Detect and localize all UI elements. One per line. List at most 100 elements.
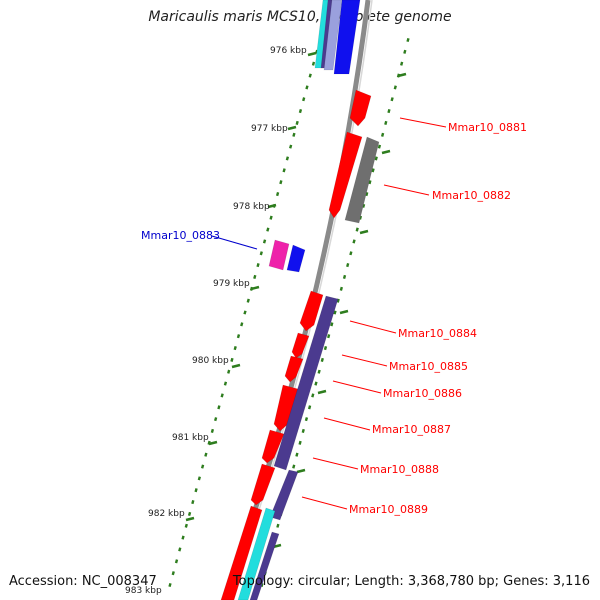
outer-tick-dot xyxy=(307,405,312,410)
inner-tick-dot xyxy=(191,500,195,505)
cds-mmar10-0881 xyxy=(349,89,372,127)
inner-tick-dot xyxy=(168,582,172,588)
outer-tick-dot xyxy=(320,357,324,362)
cds-red-bottom xyxy=(220,505,263,600)
scale-tick xyxy=(208,440,218,446)
inner-tick-dot xyxy=(305,85,309,90)
cds-features xyxy=(220,0,380,600)
outer-tick-dot xyxy=(314,381,318,386)
inner-tick-dot xyxy=(184,523,188,528)
map-title: Maricaulis maris MCS10, complete genome xyxy=(148,9,452,25)
outer-tick-dot xyxy=(393,85,397,90)
outer-tick-dot xyxy=(374,156,378,161)
label-leader-lines xyxy=(211,117,447,510)
inner-tick-dot xyxy=(253,274,257,280)
inner-tick-dot xyxy=(227,369,231,374)
gene-label: Mmar10_0885 xyxy=(389,360,468,373)
outer-tick-dot xyxy=(390,97,394,102)
outer-tick-dot xyxy=(304,417,309,422)
scale-label: 983 kbp xyxy=(125,586,162,596)
accession-text: Accession: NC_008347 xyxy=(9,574,157,589)
outer-tick-dot xyxy=(323,345,328,351)
gene-label: Mmar10_0889 xyxy=(349,503,428,516)
inner-tick-dot xyxy=(223,381,228,386)
scale-label: 977 kbp xyxy=(251,124,288,134)
scale-ticks xyxy=(185,51,407,549)
outer-tick-dot xyxy=(355,227,359,232)
inner-tick-dot xyxy=(243,310,247,315)
outer-tick-dot xyxy=(339,286,343,291)
inner-tick-dot xyxy=(194,488,198,493)
scale-tick xyxy=(307,51,317,57)
scale-tick xyxy=(339,309,349,315)
label-leader-line xyxy=(399,117,447,128)
label-leader-line xyxy=(349,320,397,334)
gene-label: Mmar10_0886 xyxy=(383,387,462,400)
gene-label: Mmar10_0884 xyxy=(398,327,477,340)
cds-purple-track-low xyxy=(269,469,299,521)
scale-tick xyxy=(296,468,306,474)
inner-tick-dot xyxy=(279,180,283,185)
outer-tick-dot xyxy=(406,37,410,43)
outer-tick-dot xyxy=(301,428,305,434)
inner-tick-dot xyxy=(269,215,273,220)
label-leader-line xyxy=(383,184,430,196)
inner-tick-dot xyxy=(295,120,299,125)
gene-label: Mmar10_0881 xyxy=(448,121,527,134)
outer-tick-dot xyxy=(295,452,299,457)
inner-tick-dot xyxy=(246,298,250,303)
scale-tick xyxy=(185,516,195,522)
outer-tick-dot xyxy=(400,61,404,66)
inner-tick-dot xyxy=(236,334,241,339)
cds-mmar10-0886 xyxy=(284,355,304,383)
label-leader-line xyxy=(211,235,258,250)
cds-mmar10-0884 xyxy=(299,290,324,332)
cds-mmar10-0883-blue xyxy=(286,244,306,273)
inner-tick-dot xyxy=(171,571,175,576)
outer-tick-dot xyxy=(349,251,353,256)
inner-tick-dot xyxy=(308,73,312,78)
label-leader-line xyxy=(301,496,348,510)
scale-label: 978 kbp xyxy=(233,202,270,212)
inner-tick-dot xyxy=(311,61,316,66)
cds-mmar10-0887 xyxy=(273,384,299,432)
inner-tick-dot xyxy=(262,239,267,244)
inner-tick-dot xyxy=(282,168,286,173)
gene-label: Mmar10_0887 xyxy=(372,423,451,436)
outer-tick-dot xyxy=(330,322,334,327)
inner-tick-dot xyxy=(256,263,260,268)
outer-tick-dot xyxy=(371,168,375,173)
outer-tick-dot xyxy=(377,144,382,149)
inner-tick-dot xyxy=(197,476,201,481)
scale-tick xyxy=(250,285,260,291)
scale-labels: 976 kbp 977 kbp 978 kbp 979 kbp 980 kbp 981 k… xyxy=(125,46,307,596)
outer-tick-dot xyxy=(384,120,388,125)
cds-purple-track xyxy=(273,295,339,471)
inner-tick-dot xyxy=(292,132,296,137)
cds-mmar10-0885 xyxy=(291,332,310,359)
cds-mmar10-0889 xyxy=(250,463,276,506)
inner-tick-dot xyxy=(289,144,293,149)
scale-tick xyxy=(287,125,297,131)
cds-grey-top xyxy=(323,0,343,71)
inner-tick-dot xyxy=(285,156,290,161)
topology-text: Topology: circular; Length: 3,368,780 bp… xyxy=(232,574,590,589)
gene-labels: Mmar10_0881 Mmar10_0882 Mmar10_0883 Mmar10_… xyxy=(141,121,527,516)
inner-tick-dot xyxy=(214,417,218,422)
inner-tick-dot xyxy=(240,322,244,327)
scale-label: 979 kbp xyxy=(213,279,250,289)
inner-tick-dot xyxy=(200,464,205,469)
outer-tick-dot xyxy=(292,464,296,469)
cds-purple-bottom xyxy=(249,531,280,600)
outer-tick-dot xyxy=(352,239,356,244)
scale-tick xyxy=(317,389,327,395)
cds-blue-top xyxy=(333,0,361,75)
inner-tick-dot xyxy=(174,559,179,564)
cds-cyan-bottom xyxy=(237,507,276,600)
inner-tick-dot xyxy=(302,97,306,102)
scale-tick xyxy=(359,229,369,235)
tick-dot-tracks xyxy=(168,37,410,588)
inner-tick-dot xyxy=(259,251,263,256)
inner-tick-dot xyxy=(220,393,224,398)
